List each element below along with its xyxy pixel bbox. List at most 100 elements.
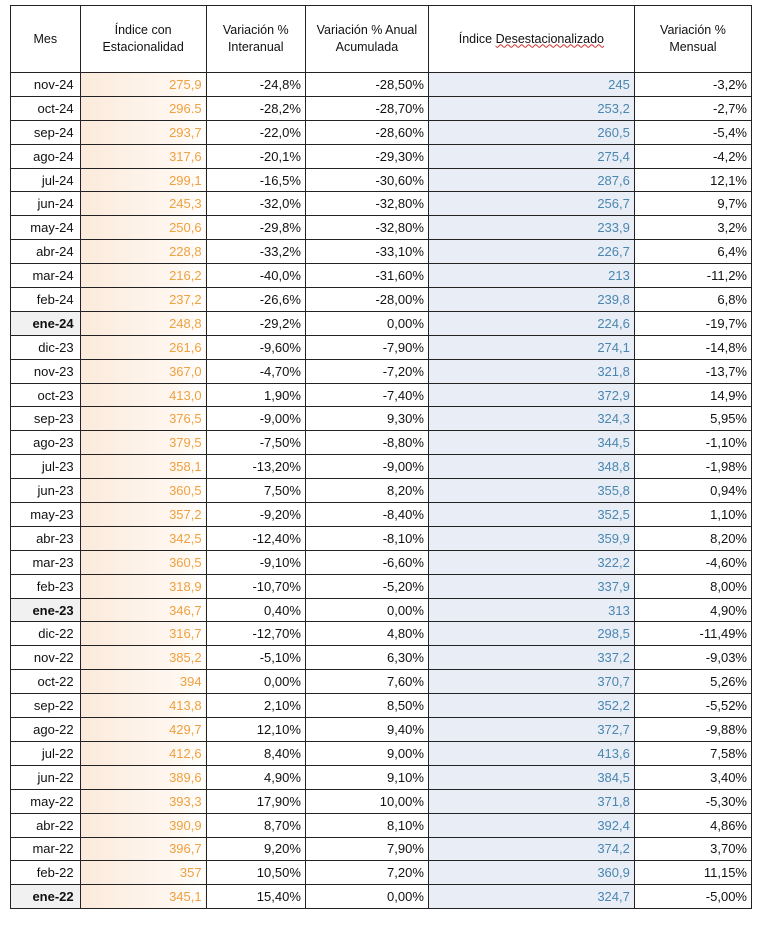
cell-indice-desestacionalizado: 392,4 (427, 812, 635, 838)
table-row: ene-22 345,1 15,40% 0,00% 324,7 -5,00% (10, 884, 753, 910)
table-row: oct-24 296.5 -28,2% -28,70% 253,2 -2,7% (10, 95, 753, 121)
cell-indice-estacionalidad: 413,8 (79, 693, 207, 719)
cell-variacion-anual-acumulada: -8,10% (304, 525, 429, 551)
table-row: ago-23 379,5 -7,50% -8,80% 344,5 -1,10% (10, 430, 753, 456)
cell-variacion-interanual: 12,10% (205, 717, 306, 742)
cell-indice-estacionalidad: 360,5 (79, 478, 207, 504)
cell-variacion-interanual: -24,8% (205, 72, 306, 97)
cell-variacion-interanual: -4,70% (205, 358, 306, 384)
table-row: dic-22 316,7 -12,70% 4,80% 298,5 -11,49% (10, 621, 753, 647)
cell-variacion-anual-acumulada: 0,00% (304, 884, 429, 910)
cell-indice-desestacionalizado: 370,7 (427, 669, 635, 695)
cell-indice-estacionalidad: 296.5 (79, 95, 207, 121)
cell-mes: ene-23 (10, 597, 81, 623)
cell-mes: feb-23 (10, 573, 81, 599)
table-row: nov-23 367,0 -4,70% -7,20% 321,8 -13,7% (10, 358, 753, 384)
cell-variacion-mensual: 11,15% (633, 860, 753, 886)
cell-variacion-anual-acumulada: 0,00% (304, 310, 429, 336)
cell-variacion-interanual: 9,20% (205, 836, 306, 862)
cell-mes: abr-22 (10, 812, 81, 838)
cell-variacion-interanual: -29,8% (205, 215, 306, 241)
cell-mes: nov-22 (10, 645, 81, 671)
cell-indice-desestacionalizado: 371,8 (427, 788, 635, 814)
cell-mes: sep-24 (10, 119, 81, 145)
cell-mes: sep-23 (10, 406, 81, 432)
cell-indice-desestacionalizado: 256,7 (427, 191, 635, 217)
cell-variacion-anual-acumulada: -28,60% (304, 119, 429, 145)
cell-indice-estacionalidad: 216,2 (79, 263, 207, 289)
cell-indice-estacionalidad: 237,2 (79, 287, 207, 312)
cell-indice-estacionalidad: 394 (79, 669, 207, 695)
cell-indice-desestacionalizado: 260,5 (427, 119, 635, 145)
cell-indice-estacionalidad: 389,6 (79, 764, 207, 790)
cell-variacion-anual-acumulada: 9,00% (304, 740, 429, 766)
cell-indice-desestacionalizado: 253,2 (427, 95, 635, 121)
cell-indice-estacionalidad: 376,5 (79, 406, 207, 432)
cell-indice-desestacionalizado: 372,7 (427, 717, 635, 742)
cell-indice-desestacionalizado: 224,6 (427, 310, 635, 336)
cell-mes: jun-22 (10, 764, 81, 790)
table-row: mar-24 216,2 -40,0% -31,60% 213 -11,2% (10, 263, 753, 289)
header-mes: Mes (10, 5, 81, 73)
cell-variacion-interanual: 0,00% (205, 669, 306, 695)
cell-variacion-anual-acumulada: 9,30% (304, 406, 429, 432)
cell-variacion-anual-acumulada: -5,20% (304, 573, 429, 599)
cell-mes: abr-23 (10, 525, 81, 551)
table-row: jun-22 389,6 4,90% 9,10% 384,5 3,40% (10, 764, 753, 790)
cell-variacion-mensual: -4,2% (633, 143, 753, 169)
cell-variacion-anual-acumulada: -31,60% (304, 263, 429, 289)
cell-indice-desestacionalizado: 287,6 (427, 167, 635, 193)
cell-mes: jul-23 (10, 454, 81, 480)
cell-variacion-anual-acumulada: -33,10% (304, 239, 429, 265)
cell-variacion-mensual: -5,00% (633, 884, 753, 910)
cell-variacion-interanual: 8,70% (205, 812, 306, 838)
table-row: oct-23 413,0 1,90% -7,40% 372,9 14,9% (10, 382, 753, 408)
cell-variacion-anual-acumulada: 7,20% (304, 860, 429, 886)
cell-indice-estacionalidad: 390,9 (79, 812, 207, 838)
cell-variacion-interanual: 1,90% (205, 382, 306, 408)
cell-mes: abr-24 (10, 239, 81, 265)
header-variacion-mensual: Variación % Mensual (633, 5, 753, 73)
cell-indice-desestacionalizado: 337,9 (427, 573, 635, 599)
table-row: jun-24 245,3 -32,0% -32,80% 256,7 9,7% (10, 191, 753, 217)
cell-mes: ene-22 (10, 884, 81, 910)
cell-indice-desestacionalizado: 245 (427, 72, 635, 97)
table-row: jul-24 299,1 -16,5% -30,60% 287,6 12,1% (10, 167, 753, 193)
cell-mes: mar-23 (10, 549, 81, 575)
cell-indice-desestacionalizado: 226,7 (427, 239, 635, 265)
cell-variacion-anual-acumulada: -28,50% (304, 72, 429, 97)
header-indice-desestacionalizado: Índice Desestacionalizado (427, 5, 635, 73)
cell-mes: oct-24 (10, 95, 81, 121)
cell-indice-desestacionalizado: 413,6 (427, 740, 635, 766)
cell-indice-desestacionalizado: 324,3 (427, 406, 635, 432)
cell-variacion-mensual: 7,58% (633, 740, 753, 766)
cell-indice-desestacionalizado: 352,2 (427, 693, 635, 719)
cell-variacion-mensual: -3,2% (633, 72, 753, 97)
cell-mes: nov-24 (10, 72, 81, 97)
cell-variacion-interanual: -16,5% (205, 167, 306, 193)
cell-variacion-anual-acumulada: 8,10% (304, 812, 429, 838)
cell-variacion-interanual: -12,70% (205, 621, 306, 647)
table-row: oct-22 394 0,00% 7,60% 370,7 5,26% (10, 669, 753, 695)
table-row: nov-24 275,9 -24,8% -28,50% 245 -3,2% (10, 72, 753, 97)
table-row: sep-22 413,8 2,10% 8,50% 352,2 -5,52% (10, 693, 753, 719)
header-variacion-interanual: Variación % Interanual (205, 5, 306, 73)
cell-variacion-interanual: -28,2% (205, 95, 306, 121)
cell-variacion-mensual: 5,26% (633, 669, 753, 695)
cell-variacion-anual-acumulada: -7,40% (304, 382, 429, 408)
cell-indice-desestacionalizado: 344,5 (427, 430, 635, 456)
cell-mes: jul-24 (10, 167, 81, 193)
cell-variacion-anual-acumulada: 7,90% (304, 836, 429, 862)
cell-variacion-mensual: 8,20% (633, 525, 753, 551)
cell-variacion-anual-acumulada: 4,80% (304, 621, 429, 647)
cell-variacion-anual-acumulada: -32,80% (304, 215, 429, 241)
cell-indice-estacionalidad: 317,6 (79, 143, 207, 169)
cell-indice-desestacionalizado: 322,2 (427, 549, 635, 575)
table-row: sep-24 293,7 -22,0% -28,60% 260,5 -5,4% (10, 119, 753, 145)
table-row: may-22 393,3 17,90% 10,00% 371,8 -5,30% (10, 788, 753, 814)
table-row: dic-23 261,6 -9,60% -7,90% 274,1 -14,8% (10, 334, 753, 360)
cell-mes: ene-24 (10, 310, 81, 336)
cell-indice-estacionalidad: 393,3 (79, 788, 207, 814)
indices-table: Mes Índice con Estacionalidad Variación … (10, 5, 753, 910)
cell-indice-desestacionalizado: 372,9 (427, 382, 635, 408)
